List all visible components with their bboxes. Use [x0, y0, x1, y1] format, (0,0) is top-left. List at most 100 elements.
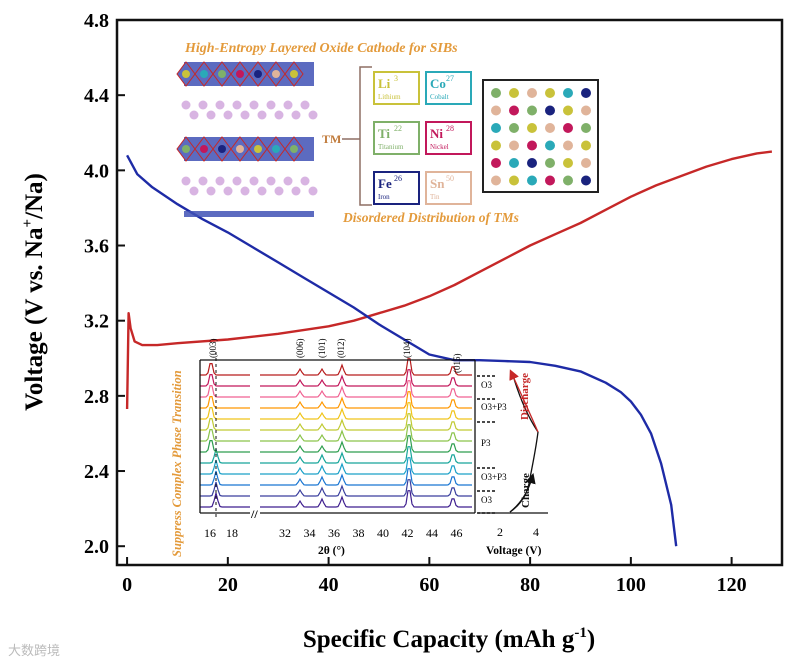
svg-text:Tin: Tin [430, 193, 440, 201]
tm-dot [581, 88, 591, 98]
xrd-tick-label: 40 [377, 526, 389, 540]
inset-structure-title: High-Entropy Layered Oxide Cathode for S… [184, 41, 458, 56]
xrd-pattern [200, 448, 250, 464]
xrd-pattern [260, 380, 472, 398]
xrd-pattern [260, 435, 472, 453]
xrd-pattern [260, 391, 472, 409]
tm-dot [509, 175, 519, 186]
tm-dot [527, 88, 537, 98]
tm-dot [581, 140, 591, 151]
svg-text:Fe: Fe [378, 176, 392, 191]
tm-dot [545, 88, 555, 98]
xrd-pattern [260, 402, 472, 420]
x-tick-label: 40 [319, 574, 339, 596]
xrd-pattern [260, 369, 472, 387]
phase-label: O3+P3 [481, 402, 507, 412]
xrd-tick-label: 18 [226, 526, 238, 540]
tm-dot [509, 88, 519, 98]
y-axis-title: Voltage (V vs. Na+/Na) [20, 173, 48, 411]
svg-text:Ti: Ti [378, 126, 390, 141]
xrd-pattern [260, 468, 472, 486]
xrd-pattern [200, 374, 250, 387]
tm-dot [563, 123, 573, 133]
tm-dot [527, 105, 537, 116]
svg-text:Lithium: Lithium [378, 93, 401, 101]
x-tick-label: 20 [218, 574, 238, 596]
tm-dot [563, 105, 573, 116]
watermark: 大数跨境 [8, 644, 61, 659]
svg-text:3: 3 [394, 74, 398, 83]
xrd-pattern [260, 424, 472, 442]
axis-ticks: 0 20 40 60 80 100 120 2.0 2.4 2.8 3.2 3.6 4.0 4.4 4.8 [84, 10, 747, 596]
xrd-tick-label: 44 [426, 526, 438, 540]
svg-text:27: 27 [446, 74, 454, 83]
tm-dot [563, 175, 573, 186]
tm-label: TM [322, 132, 341, 146]
inset-structure: High-Entropy Layered Oxide Cathode for S… [176, 41, 599, 225]
xrd-pattern [200, 492, 250, 508]
xrd-pattern [200, 363, 250, 376]
tm-dot [581, 123, 591, 133]
svg-text:Cobalt: Cobalt [430, 93, 449, 101]
tm-dot [491, 105, 501, 116]
charge-curve-line [125, 150, 773, 410]
phase-label: P3 [481, 438, 491, 448]
xrd-tick-label: 34 [304, 526, 316, 540]
tm-dot [545, 123, 555, 133]
y-tick-label: 2.4 [84, 461, 109, 483]
tm-dot [491, 140, 501, 151]
y-tick-label: 4.0 [84, 160, 109, 182]
voltage-tick-2: 2 [497, 525, 503, 539]
peak-label: (104) [402, 339, 412, 359]
xrd-pattern [200, 407, 250, 420]
tm-dot [581, 105, 591, 116]
svg-text://: // [250, 507, 258, 521]
y-tick-label: 2.0 [84, 536, 109, 558]
tm-dot [509, 158, 519, 168]
tm-dot [563, 88, 573, 98]
peak-label: (015) [452, 354, 462, 374]
xrd-vertical-label: Suppress Complex Phase Transition [170, 370, 184, 557]
element-box-titanium: Ti 22 Titanium [373, 121, 420, 155]
element-boxes: Li 3 Lithium Co 27 Cobalt Ti 22 Titanium Ni 28 Nick… [373, 71, 472, 205]
xrd-tick-label: 46 [451, 526, 463, 540]
series-group [125, 150, 773, 547]
voltage-tick-4: 4 [533, 525, 539, 539]
x-tick-label: 60 [419, 574, 439, 596]
crystal-structure-image [176, 61, 318, 217]
tm-dot [509, 140, 519, 151]
voltage-x-label: Voltage (V) [486, 545, 542, 557]
svg-text:26: 26 [394, 174, 402, 183]
element-box-lithium: Li 3 Lithium [373, 71, 420, 105]
x-tick-label: 120 [717, 574, 747, 596]
charge-label: Charge [520, 473, 532, 508]
tm-dot [563, 140, 573, 151]
xrd-tick-label: 36 [328, 526, 340, 540]
discharge-curve-line [126, 154, 678, 547]
svg-text:Li: Li [378, 76, 391, 91]
x-tick-label: 100 [616, 574, 646, 596]
tm-dot [545, 105, 555, 116]
element-box-cobalt: Co 27 Cobalt [425, 71, 472, 105]
tm-dot [509, 123, 519, 133]
xrd-pattern [260, 490, 472, 508]
phase-label: O3 [481, 380, 492, 390]
tm-dot [527, 123, 537, 133]
tm-dot [509, 105, 519, 116]
tm-dot [563, 158, 573, 168]
xrd-pattern [200, 459, 250, 475]
tm-dot [491, 123, 501, 133]
x-tick-label: 80 [520, 574, 540, 596]
x-tick-label: 0 [122, 574, 132, 596]
svg-text:22: 22 [394, 124, 402, 133]
plot-frame [115, 18, 784, 567]
peak-label: (003) [208, 339, 218, 359]
peak-label: (101) [317, 339, 327, 359]
tm-dot [527, 158, 537, 168]
peak-label: (006) [295, 339, 305, 359]
xrd-x-label: 2θ (°) [318, 545, 345, 557]
tm-dot [491, 88, 501, 98]
tm-dot [545, 158, 555, 168]
svg-text:Ni: Ni [430, 126, 443, 141]
xrd-tick-label: 32 [279, 526, 291, 540]
